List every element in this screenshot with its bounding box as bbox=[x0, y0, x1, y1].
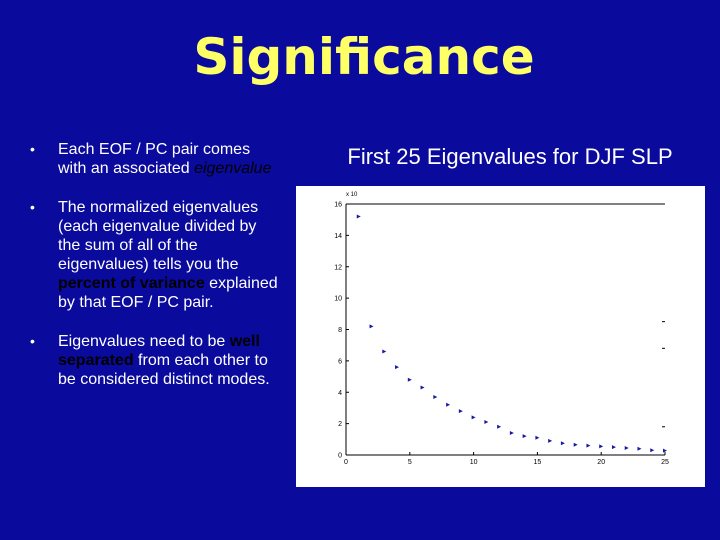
data-point bbox=[369, 324, 374, 329]
data-point bbox=[637, 446, 642, 451]
data-point bbox=[650, 448, 655, 453]
data-point bbox=[663, 448, 667, 453]
data-point bbox=[535, 435, 540, 440]
data-point bbox=[433, 394, 438, 399]
y-tick-label: 2 bbox=[338, 421, 342, 428]
bullet-marker: • bbox=[30, 199, 35, 215]
bullet-marker: • bbox=[30, 333, 35, 349]
chart-marks bbox=[356, 214, 667, 453]
bullet-text: explained by that EOF / PC pair. bbox=[58, 275, 278, 311]
x-tick-label: 5 bbox=[408, 459, 412, 466]
highlight-eigenvalue: eigenvalue bbox=[194, 160, 272, 177]
y-tick-label: 12 bbox=[334, 264, 342, 271]
data-point bbox=[395, 365, 400, 370]
x-tick-label: 20 bbox=[597, 459, 605, 466]
data-point bbox=[471, 415, 476, 420]
x-tick-label: 10 bbox=[470, 459, 478, 466]
highlight-well-separated: well separated bbox=[58, 333, 260, 369]
slide-title: Significance bbox=[193, 28, 535, 86]
bullet-text: The normalized eigenvalues (each eigenva… bbox=[58, 199, 259, 273]
y-tick-label: 4 bbox=[338, 390, 342, 397]
y-tick-label: 10 bbox=[334, 296, 342, 303]
bullet-marker: • bbox=[30, 141, 35, 157]
data-point bbox=[611, 445, 616, 450]
data-point bbox=[458, 409, 463, 414]
y-tick-label: 0 bbox=[338, 453, 342, 460]
data-point bbox=[356, 214, 361, 219]
data-point bbox=[420, 385, 425, 390]
chart-title: First 25 Eigenvalues for DJF SLP bbox=[347, 144, 673, 169]
data-point bbox=[484, 420, 489, 425]
data-point bbox=[573, 442, 578, 447]
data-point bbox=[624, 445, 629, 450]
y-tick-label: 8 bbox=[338, 327, 342, 334]
highlight-percent-of-variance: percent of variance bbox=[58, 275, 205, 292]
bullet-text: Each EOF / PC pair comes with an associa… bbox=[58, 141, 251, 177]
x-tick-label: 0 bbox=[344, 459, 348, 466]
eigenvalue-chart-panel: 0 5 10 15 20 25 0 2 4 6 8 10 12 14 16 x 10 bbox=[296, 186, 705, 487]
data-point bbox=[560, 441, 565, 446]
data-point bbox=[586, 443, 591, 448]
y-tick-label: 16 bbox=[334, 202, 342, 209]
bullet-list: • Each EOF / PC pair comes with an assoc… bbox=[30, 140, 280, 389]
bullet-text: from each other to be considered distinc… bbox=[58, 352, 270, 388]
data-point bbox=[522, 434, 527, 439]
x-tick-label: 25 bbox=[661, 459, 669, 466]
y-tick-label: 6 bbox=[338, 358, 342, 365]
y-tick-label: 14 bbox=[334, 233, 342, 240]
data-point bbox=[382, 349, 387, 354]
data-point bbox=[497, 424, 502, 429]
data-point bbox=[509, 431, 514, 436]
eigenvalue-chart: 0 5 10 15 20 25 0 2 4 6 8 10 12 14 16 x 10 bbox=[334, 192, 669, 466]
chart-axes bbox=[345, 203, 665, 456]
x-tick-label: 15 bbox=[534, 459, 542, 466]
chart-ticks: 0 5 10 15 20 25 0 2 4 6 8 10 12 14 16 x 10 bbox=[334, 192, 669, 466]
y-exponent-label: x 10 bbox=[346, 192, 358, 198]
data-point bbox=[407, 377, 412, 382]
data-point bbox=[446, 402, 451, 407]
bullet-text: Eigenvalues need to be bbox=[58, 333, 230, 350]
bullet-item: • The normalized eigenvalues (each eigen… bbox=[30, 198, 280, 312]
bullet-item: • Each EOF / PC pair comes with an assoc… bbox=[30, 140, 280, 178]
bullet-item: • Eigenvalues need to be well separated … bbox=[30, 332, 280, 389]
data-point bbox=[548, 438, 553, 443]
data-point bbox=[599, 444, 604, 449]
